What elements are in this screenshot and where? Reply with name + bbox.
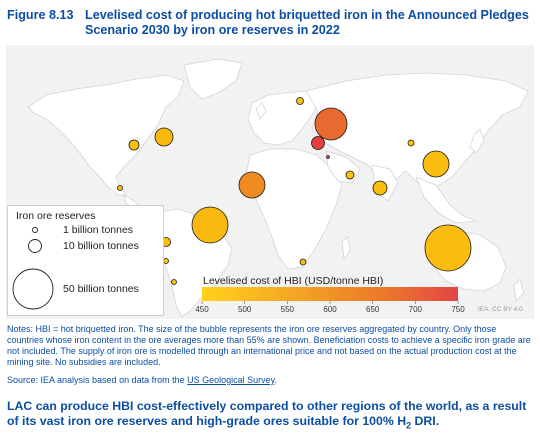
colorbar-tick-450: 450 xyxy=(195,305,209,314)
asia-land xyxy=(305,72,529,188)
legend-label-small: 1 billion tonnes xyxy=(63,224,134,236)
bubble-canada xyxy=(154,127,174,147)
conclusion-post: DRI. xyxy=(411,414,440,428)
figure-title-line-2: Scenario 2030 by iron ore reserves in 20… xyxy=(85,23,340,37)
legend-title: Iron ore reserves xyxy=(16,210,96,222)
bubble-iran xyxy=(345,170,355,180)
japan-land xyxy=(469,128,485,154)
figure-number: Figure 8.13 xyxy=(7,8,74,22)
size-legend: Iron ore reserves 1 billion tonnes 10 bi… xyxy=(7,205,164,316)
colorbar-tick-700: 700 xyxy=(408,305,422,314)
legend-circle-small xyxy=(32,227,38,233)
world-map xyxy=(27,58,529,318)
colorbar-tick-550: 550 xyxy=(280,305,294,314)
bubble-russia xyxy=(314,107,348,141)
source-line: Source: IEA analysis based on data from … xyxy=(7,375,277,385)
source-link[interactable]: US Geological Survey xyxy=(187,375,275,385)
bubble-ukraine xyxy=(311,136,325,150)
legend-label-medium: 10 billion tonnes xyxy=(63,240,139,252)
conclusion-text: LAC can produce HBI cost-effectively com… xyxy=(7,399,535,433)
greenland-land xyxy=(183,58,243,100)
new-zealand-land xyxy=(513,278,525,302)
colorbar-tick-600: 600 xyxy=(323,305,337,314)
bubbles xyxy=(117,97,472,285)
notes-text: Notes: HBI = hot briquetted iron. The si… xyxy=(7,324,531,367)
uk-land xyxy=(255,102,267,120)
bubble-turkiye xyxy=(326,155,330,159)
bubble-argentina xyxy=(171,279,177,285)
north-america-land xyxy=(27,74,185,196)
madagascar-land xyxy=(341,236,351,261)
bubble-south-africa xyxy=(299,258,307,266)
legend-label-large: 50 billion tonnes xyxy=(63,283,139,295)
bubble-united-states xyxy=(128,139,140,151)
source-suffix: . xyxy=(274,375,277,385)
colorbar-tick-500: 500 xyxy=(238,305,252,314)
colorbar-tick-750: 750 xyxy=(451,305,465,314)
figure-title: Figure 8.13 Levelised cost of producing h… xyxy=(7,8,535,38)
conclusion-pre: LAC can produce HBI cost-effectively com… xyxy=(7,399,527,428)
bubble-mongolia xyxy=(407,139,415,147)
legend-circle-large xyxy=(12,268,54,310)
bubble-china xyxy=(422,150,450,178)
notes: Notes: HBI = hot briquetted iron. The si… xyxy=(7,324,535,368)
credit-text: IEA. CC BY 4.0 xyxy=(478,306,523,313)
bubble-brazil xyxy=(191,206,229,244)
bubble-algeria xyxy=(238,171,266,199)
bubble-chile xyxy=(163,258,169,264)
europe-land xyxy=(247,90,319,146)
bubble-india xyxy=(372,180,388,196)
legend-circles xyxy=(12,227,54,310)
colorbar-ticks xyxy=(201,301,459,304)
colorbar-title: Levelised cost of HBI (USD/tonne HBI) xyxy=(203,275,384,287)
bubble-sweden xyxy=(296,97,304,105)
colorbar xyxy=(202,287,458,301)
southeast-asia-land xyxy=(415,176,477,224)
bubble-mexico xyxy=(117,185,123,191)
conclusion-subscript: 2 xyxy=(406,420,412,431)
map-panel: Iron ore reserves 1 billion tonnes 10 bi… xyxy=(6,45,534,319)
figure-title-line-1: Levelised cost of producing hot briquett… xyxy=(85,8,529,22)
bubble-australia xyxy=(424,224,472,272)
colorbar-tick-650: 650 xyxy=(366,305,380,314)
africa-land xyxy=(245,148,343,270)
source-prefix: Source: IEA analysis based on data from … xyxy=(7,375,188,385)
legend-circle-medium xyxy=(28,239,42,253)
